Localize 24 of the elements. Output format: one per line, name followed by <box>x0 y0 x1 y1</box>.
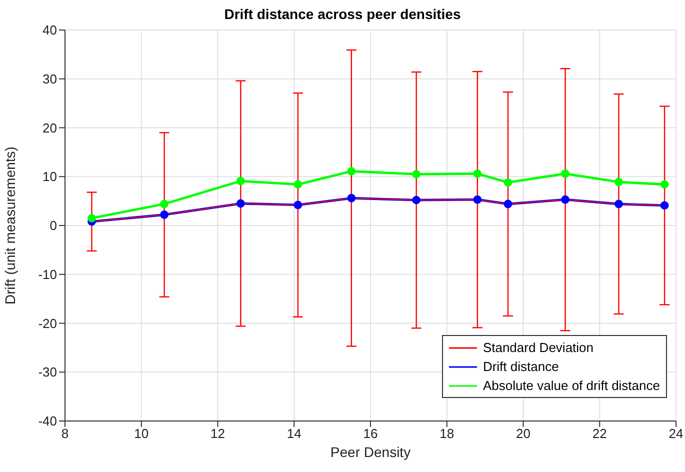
x-axis-title: Peer Density <box>330 444 411 460</box>
chart-title: Drift distance across peer densities <box>223 6 462 22</box>
y-tick-label: 10 <box>42 169 57 184</box>
legend-label: Drift distance <box>482 358 559 376</box>
x-tick-label: 10 <box>134 426 149 442</box>
x-tick-label: 12 <box>210 426 225 442</box>
x-tick-label: 24 <box>668 426 684 442</box>
x-tick-label: 16 <box>363 426 378 442</box>
y-tick-label: -30 <box>38 364 57 380</box>
y-tick-label: 0 <box>50 218 57 234</box>
y-tick-label: 30 <box>42 71 57 86</box>
x-tick-label: 22 <box>592 426 607 442</box>
y-tick-label: -10 <box>38 266 57 282</box>
x-tick-label: 8 <box>61 426 69 442</box>
y-axis-title: Drift (unit measurements) <box>2 146 18 304</box>
legend-label: Standard Deviation <box>482 339 594 357</box>
y-tick-label: -40 <box>38 414 57 429</box>
legend-label: Absolute value of drift distance <box>482 377 660 395</box>
x-tick-label: 14 <box>286 426 302 442</box>
y-tick-label: 40 <box>42 22 57 38</box>
y-tick-label: 20 <box>42 120 57 136</box>
y-tick-label: -20 <box>38 316 57 331</box>
x-tick-label: 18 <box>440 426 454 442</box>
x-tick-label: 20 <box>516 426 530 442</box>
